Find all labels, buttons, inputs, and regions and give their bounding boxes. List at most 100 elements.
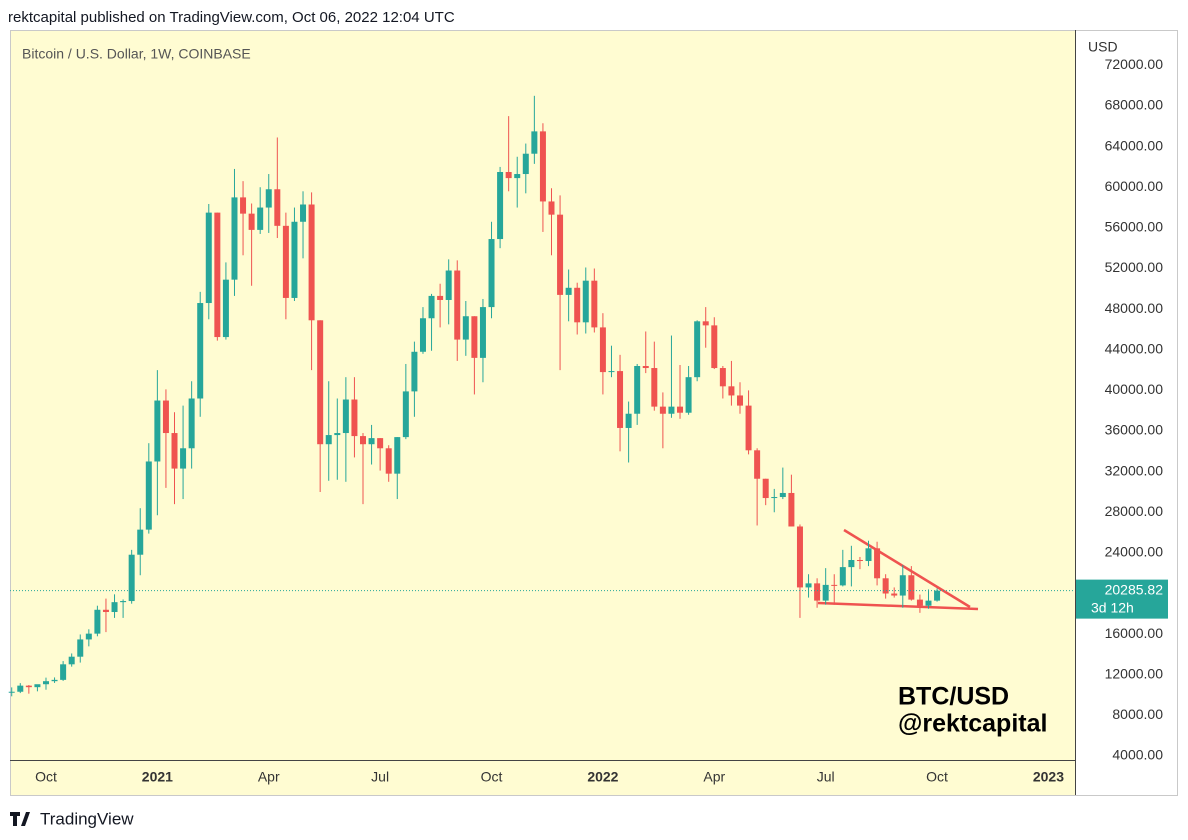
candle-body [68,656,75,665]
candle-body [282,225,289,298]
y-tick-label: 40000.00 [1105,381,1164,397]
candle-body [514,174,521,179]
y-tick-label: 8000.00 [1112,706,1163,722]
y-tick-label: 36000.00 [1105,422,1164,438]
candle-body [462,316,469,340]
y-tick-label: 32000.00 [1105,462,1164,478]
candle-body [719,368,726,387]
candle-body [479,307,486,358]
trendline [817,601,979,611]
candle-body [454,270,461,340]
candle-body [771,497,778,499]
y-tick-label: 68000.00 [1105,97,1164,113]
candle-body [411,351,418,392]
currency-label: USD [1088,39,1118,55]
candle-body [625,413,632,428]
candle-body [128,554,135,602]
candle-body [445,270,452,300]
tradingview-logo [10,812,30,826]
y-tick-label: 4000.00 [1112,747,1163,763]
candle-body [291,221,298,298]
y-tick-label: 64000.00 [1105,137,1164,153]
candle-body [145,461,152,530]
y-tick-label: 44000.00 [1105,340,1164,356]
y-tick-label: 56000.00 [1105,219,1164,235]
candle-body [351,399,358,437]
x-tick-label: Apr [258,769,280,785]
y-tick-label: 52000.00 [1105,259,1164,275]
candle-body [745,405,752,451]
y-tick-label: 48000.00 [1105,300,1164,316]
candle-body [25,685,32,688]
candle-body [188,398,195,449]
plot-area [8,95,1075,697]
x-tick-label: 2022 [587,769,618,785]
candle-body [419,318,426,352]
candle-body [762,478,769,499]
candle-body [154,400,161,462]
candle-body [831,584,838,586]
candle-body [488,239,495,308]
candle-body [85,633,92,640]
candle-body [659,406,666,414]
candle-body [531,131,538,154]
x-tick-label: Apr [703,769,725,785]
candle-body [385,448,392,474]
candle-body [539,131,546,202]
candle-body [111,602,118,613]
candle-body [839,567,846,586]
watermark: @rektcapital [898,710,1047,738]
footer-brand: TradingView [40,809,134,828]
candle-body [51,679,58,682]
chart-frame [10,30,1178,796]
candle-body [651,368,658,407]
candle-body [599,327,606,373]
candle-body [934,590,941,601]
candle-body [617,371,624,428]
candle-body [94,609,101,634]
bar-countdown: 3d 12h [1091,599,1134,615]
candle-body [916,599,923,606]
candle-body [402,391,409,438]
candle-body [197,303,204,399]
x-tick-label: Oct [926,769,948,785]
candle-body [574,287,581,323]
candle-body [865,548,872,562]
candle-body [582,280,589,323]
candle-body [8,691,15,693]
candle-body [814,583,821,601]
candle-body [925,600,932,606]
candle-body [120,601,127,603]
candle-body [77,639,84,657]
candle-body [908,575,915,600]
y-tick-label: 24000.00 [1105,544,1164,560]
candle-body [274,189,281,226]
candle-body [180,448,187,469]
candle-body [848,560,855,568]
candle-body [240,197,247,214]
x-tick-label: Oct [35,769,57,785]
candle-body [471,316,478,358]
candle-body [891,593,898,596]
candle-body [591,280,598,328]
publish-header: rektcapital published on TradingView.com… [8,9,455,26]
candle-body [856,560,863,562]
symbol-legend: Bitcoin / U.S. Dollar, 1W, COINBASE [22,46,251,62]
candle-body [505,171,512,179]
candle-body [736,395,743,406]
last-price-label: 20285.82 [1105,581,1164,597]
candle-body [822,584,829,601]
candle-body [394,437,401,474]
candle-body [711,325,718,369]
candle-body [368,438,375,445]
candle-body [522,153,529,175]
candle-body [360,436,366,445]
candle-body [102,609,109,613]
candle-body [685,377,692,413]
candle-body [634,366,641,414]
candle-body [874,548,881,579]
candle-body [342,399,349,434]
y-tick-label: 28000.00 [1105,503,1164,519]
candle-body [334,433,341,436]
